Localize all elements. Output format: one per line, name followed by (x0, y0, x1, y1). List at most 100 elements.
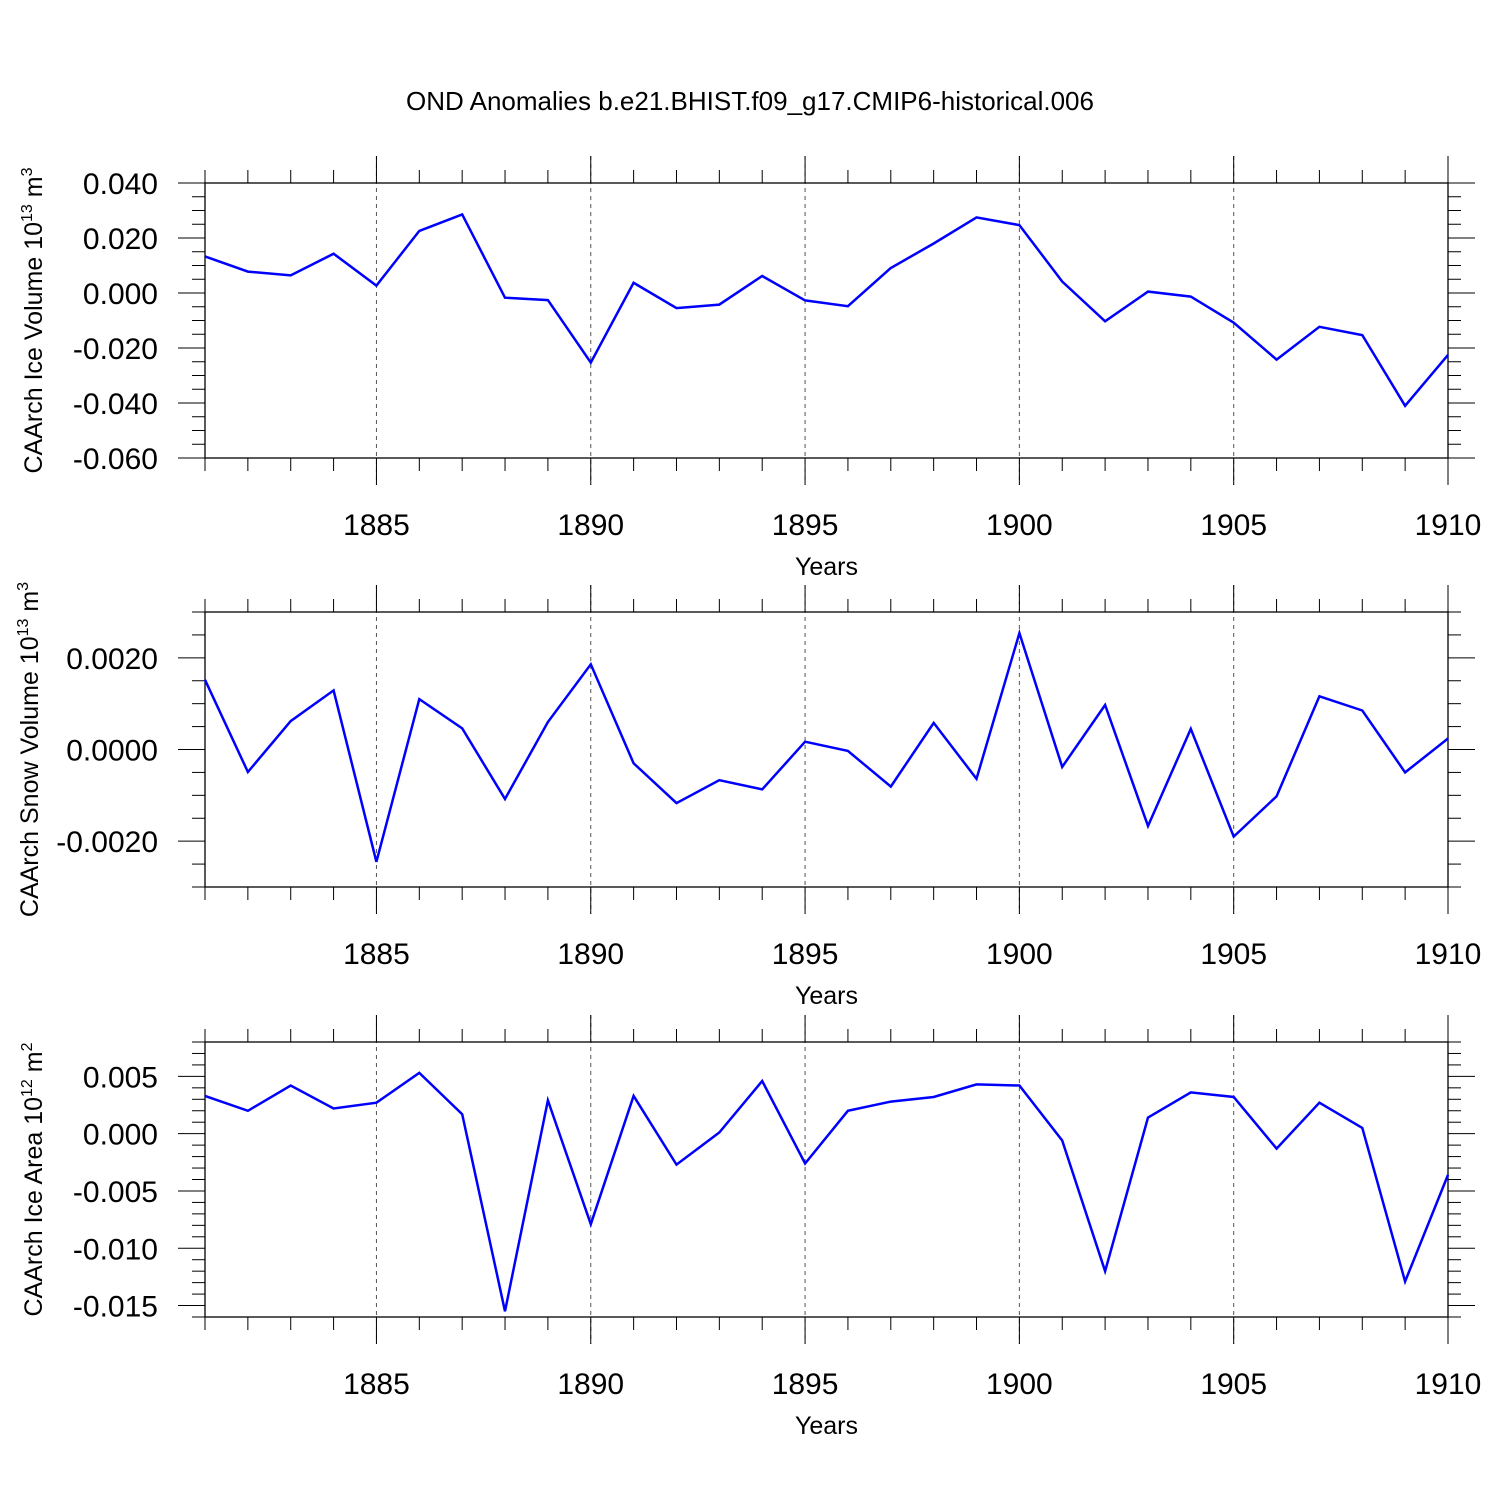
data-point (1361, 1127, 1363, 1129)
data-point (1318, 1102, 1320, 1104)
data-point (375, 284, 377, 286)
data-point (1318, 326, 1320, 328)
x-tick-label: 1900 (986, 938, 1053, 971)
data-point (890, 267, 892, 269)
data-point (932, 1096, 934, 1098)
data-point (290, 274, 292, 276)
y-tick-label: -0.020 (73, 333, 158, 366)
data-point (1361, 709, 1363, 711)
data-point (1190, 1091, 1192, 1093)
data-point (1404, 405, 1406, 407)
data-point (1275, 795, 1277, 797)
data-point (1275, 358, 1277, 360)
data-point (461, 727, 463, 729)
series-line (204, 1071, 1450, 1312)
data-point (675, 1163, 677, 1165)
data-point (1232, 835, 1234, 837)
y-axis-title: CAArch Ice Area 1012 m2 (19, 1042, 48, 1316)
x-tick-label: 1895 (772, 938, 839, 971)
x-axis-title: Years (795, 553, 858, 581)
data-point (547, 1099, 549, 1101)
chart-panel-1: 1885 1890 1895 1900 1905 1910 0.040 0.020 0.000 -… (19, 156, 1481, 581)
data-point (1018, 224, 1020, 226)
data-point (1190, 728, 1192, 730)
x-tick-label: 1910 (1415, 938, 1482, 971)
data-point (1361, 334, 1363, 336)
data-point (290, 720, 292, 722)
data-point (890, 785, 892, 787)
data-point (1232, 1096, 1234, 1098)
y-tick-label: 0.020 (83, 223, 158, 256)
data-point (632, 762, 634, 764)
data-point (332, 689, 334, 691)
data-point (375, 861, 377, 863)
chart-panel-2: 1885 1890 1895 1900 1905 1910 0.0020 0.0000 -0.0… (15, 582, 1481, 1010)
data-point (1018, 1084, 1020, 1086)
x-axis-title: Years (795, 1412, 858, 1440)
data-point (332, 252, 334, 254)
x-tick-label: 1910 (1415, 509, 1482, 542)
x-tick-label: 1895 (772, 1368, 839, 1401)
data-point (804, 299, 806, 301)
y-tick-label: -0.015 (73, 1291, 158, 1324)
y-tick-label: 0.0000 (66, 735, 158, 768)
data-point (375, 1102, 377, 1104)
data-point (1232, 322, 1234, 324)
data-point (932, 242, 934, 244)
data-point (590, 663, 592, 665)
data-point (847, 750, 849, 752)
data-point (675, 802, 677, 804)
data-point (1447, 737, 1449, 739)
data-point (718, 1131, 720, 1133)
chart-title: OND Anomalies b.e21.BHIST.f09_g17.CMIP6-… (406, 86, 1094, 116)
data-point (1275, 1147, 1277, 1149)
data-point (504, 1310, 506, 1312)
y-tick-label: 0.000 (83, 278, 158, 311)
data-point (547, 721, 549, 723)
data-point (804, 1162, 806, 1164)
data-point (1061, 766, 1063, 768)
y-tick-label: 0.005 (83, 1061, 158, 1094)
plot-frame (204, 611, 1449, 888)
data-point (1104, 704, 1106, 706)
y-tick-label: 0.0020 (66, 643, 158, 676)
data-point (1104, 320, 1106, 322)
data-point (1318, 695, 1320, 697)
data-point (418, 698, 420, 700)
data-point (1447, 1174, 1449, 1176)
data-point (847, 305, 849, 307)
data-point (247, 1110, 249, 1112)
x-tick-label: 1905 (1200, 938, 1267, 971)
x-tick-label: 1900 (986, 509, 1053, 542)
data-point (1404, 771, 1406, 773)
x-tick-label: 1890 (557, 509, 624, 542)
y-tick-label: 0.000 (83, 1119, 158, 1152)
plot-frame (204, 1041, 1449, 1318)
x-tick-label: 1900 (986, 1368, 1053, 1401)
data-point (1147, 1116, 1149, 1118)
data-point (1061, 1139, 1063, 1141)
data-point (204, 255, 206, 257)
data-point (504, 798, 506, 800)
data-point (1447, 354, 1449, 356)
data-point (590, 361, 592, 363)
data-point (632, 1095, 634, 1097)
data-point (1190, 295, 1192, 297)
series-line (203, 628, 1449, 863)
data-point (504, 296, 506, 298)
x-tick-label: 1890 (557, 1368, 624, 1401)
data-point (461, 1113, 463, 1115)
x-tick-label: 1905 (1200, 1368, 1267, 1401)
y-tick-label: -0.0020 (56, 826, 158, 859)
x-tick-label: 1910 (1415, 1368, 1482, 1401)
y-tick-label: 0.040 (83, 168, 158, 201)
data-point (932, 722, 934, 724)
data-point (1018, 632, 1020, 634)
data-point (204, 679, 206, 681)
plot-frame (204, 182, 1449, 459)
y-tick-label: -0.040 (73, 388, 158, 421)
x-tick-label: 1885 (343, 1368, 410, 1401)
chart-panel-3: 1885 1890 1895 1900 1905 1910 0.005 0.000 -0.005… (19, 1015, 1481, 1440)
data-point (975, 216, 977, 218)
data-point (1147, 825, 1149, 827)
